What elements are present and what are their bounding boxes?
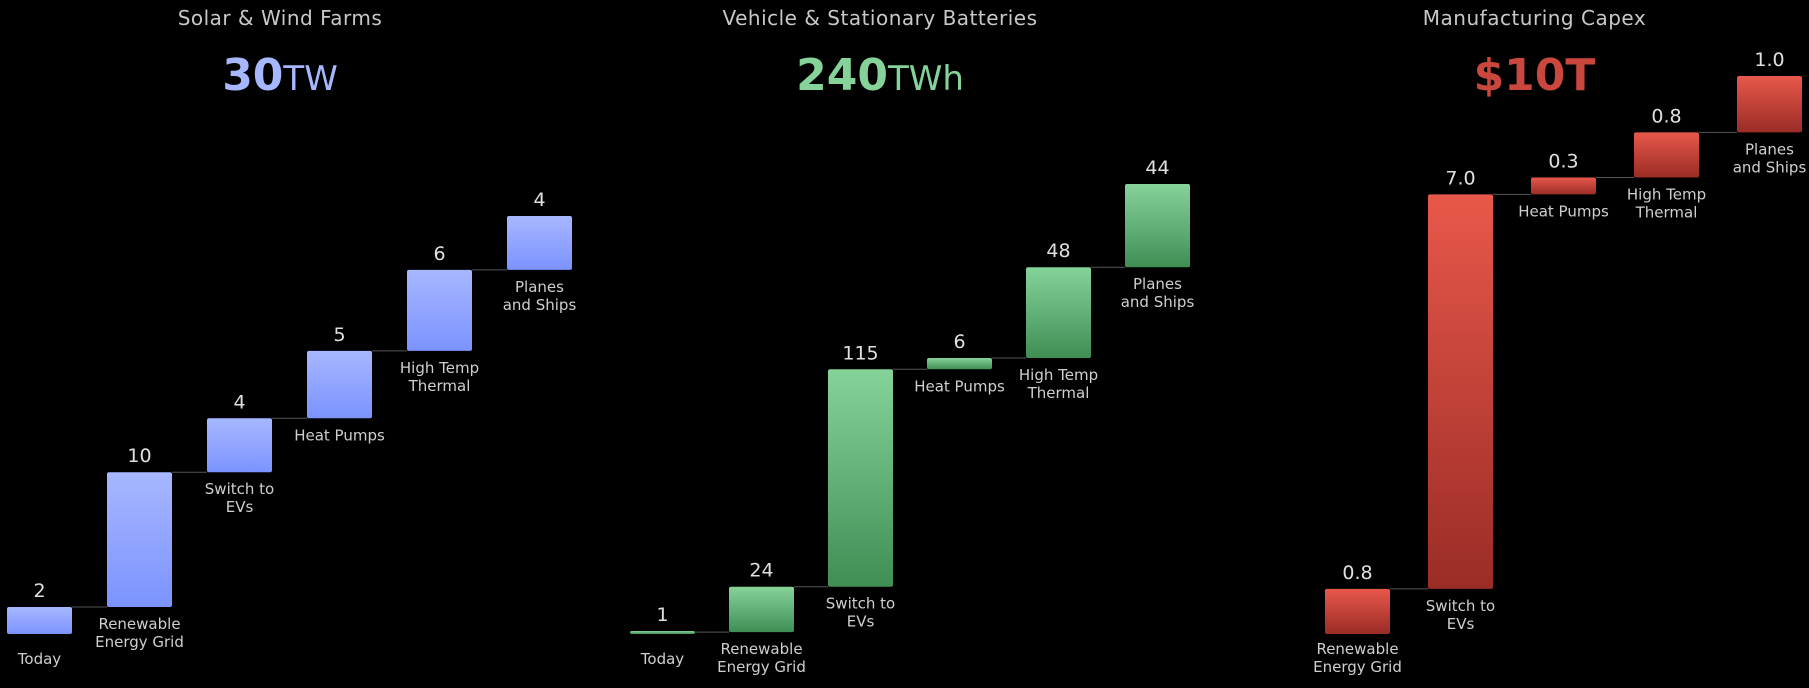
data-label: 5 (333, 324, 345, 346)
category-label: Renewable Energy Grid (95, 615, 184, 651)
bar (828, 369, 893, 587)
waterfall-chart-solar-wind: 2 Today 10 Renewable Energy Grid 4 Switch to EV… (7, 189, 576, 668)
category-label: Renewable Energy Grid (717, 640, 806, 676)
category-label: Switch to EVs (826, 595, 895, 631)
data-label: 10 (127, 445, 151, 467)
category-label: Switch to EVs (205, 480, 274, 516)
category-label: Renewable Energy Grid (1313, 640, 1402, 676)
category-label: Today (17, 650, 62, 668)
total-unit: TWh (887, 59, 964, 99)
bar (1026, 267, 1091, 358)
bar (307, 350, 372, 419)
category-label: Planes and Ships (1121, 275, 1195, 311)
data-label: 6 (953, 331, 965, 353)
total-number: $10T (1473, 50, 1596, 101)
data-label: 7.0 (1445, 167, 1475, 189)
data-label: 48 (1046, 240, 1070, 262)
total-number: 30 (222, 50, 284, 101)
chart-title: Solar & Wind Farms (177, 6, 383, 30)
bar (207, 418, 272, 473)
data-label: 0.8 (1651, 105, 1681, 127)
bar (729, 586, 794, 633)
bar (1325, 588, 1390, 634)
category-label: High Temp Thermal (400, 359, 479, 395)
bar (7, 607, 72, 634)
total-value: 240TWh (600, 50, 1160, 101)
category-label: Heat Pumps (914, 377, 1005, 395)
category-label: High Temp Thermal (1627, 185, 1706, 221)
bar (1428, 194, 1493, 589)
bar (1737, 76, 1802, 133)
bar (1125, 184, 1190, 268)
data-label: 44 (1145, 157, 1169, 179)
data-label: 115 (842, 342, 878, 364)
total-number: 240 (796, 50, 888, 101)
category-label: Today (640, 650, 685, 668)
data-label: 24 (749, 560, 773, 582)
data-label: 0.3 (1548, 150, 1578, 172)
bar (927, 357, 992, 370)
bar (1634, 132, 1699, 178)
waterfall-chart-capex: 0.8 Renewable Energy Grid 7.0 Switch to EVs 0.… (1313, 49, 1807, 676)
data-label: 4 (233, 391, 245, 413)
category-label: Planes and Ships (503, 278, 577, 314)
data-label: 1.0 (1754, 49, 1784, 71)
chart-title: Vehicle & Stationary Batteries (722, 6, 1038, 30)
waterfall-chart-batteries: 1 Today 24 Renewable Energy Grid 115 Switch to… (630, 157, 1194, 676)
total-unit: TW (283, 59, 338, 99)
chart-title: Manufacturing Capex (1422, 6, 1647, 30)
data-label: 1 (656, 604, 668, 626)
bar (1531, 177, 1596, 195)
data-label: 4 (533, 189, 545, 211)
bar (107, 472, 172, 608)
total-value: $10T (1260, 50, 1809, 101)
category-label: Planes and Ships (1733, 140, 1807, 176)
bar (507, 216, 572, 270)
bar (630, 631, 695, 634)
category-label: High Temp Thermal (1019, 366, 1098, 402)
category-label: Switch to EVs (1426, 597, 1495, 633)
category-label: Heat Pumps (294, 426, 385, 444)
total-value: 30TW (0, 50, 560, 101)
data-label: 6 (433, 243, 445, 265)
category-label: Heat Pumps (1518, 202, 1609, 220)
bar (407, 269, 472, 351)
data-label: 0.8 (1342, 562, 1372, 584)
data-label: 2 (33, 580, 45, 602)
